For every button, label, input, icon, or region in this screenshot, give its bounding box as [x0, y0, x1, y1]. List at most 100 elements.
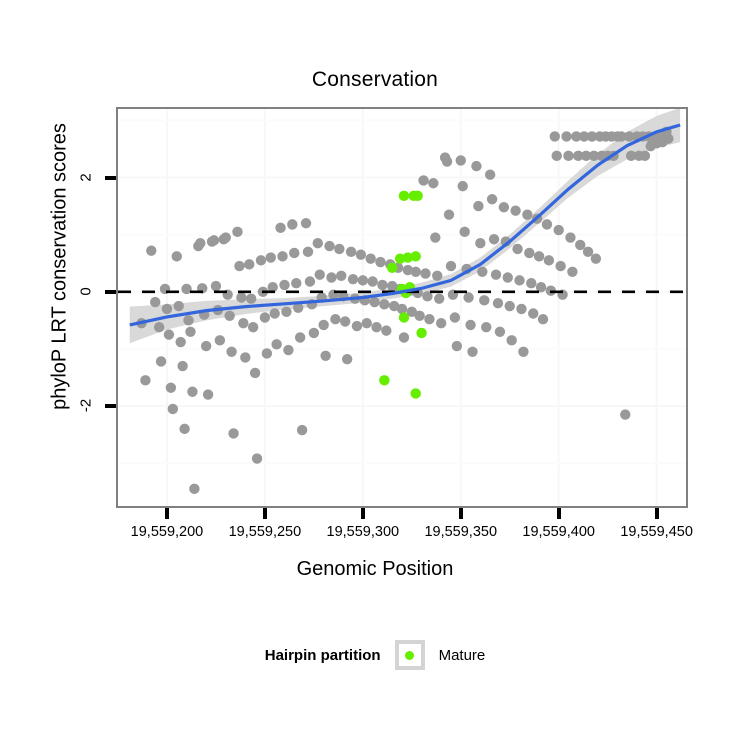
data-point-other [312, 238, 323, 249]
data-point-other [420, 268, 431, 279]
data-point-other [467, 346, 478, 357]
x-tick-mark [654, 508, 659, 519]
data-point-other [451, 340, 463, 352]
data-point-other [590, 253, 602, 264]
data-point-other [625, 150, 637, 162]
data-point-other [181, 283, 192, 295]
data-point-other [150, 296, 161, 308]
data-point-other [251, 453, 263, 464]
data-point-other [165, 382, 177, 393]
data-point-other [155, 356, 167, 367]
data-point-other [492, 298, 504, 309]
x-tick-label: 19,559,450 [620, 524, 693, 540]
data-point-other [418, 175, 429, 186]
data-point-other [245, 293, 257, 304]
plot-canvas [118, 109, 686, 506]
data-point-other [146, 245, 157, 256]
data-point-other [267, 282, 278, 293]
data-point-other [275, 222, 286, 234]
legend-label-mature: Mature [438, 646, 486, 664]
data-point-other [259, 312, 271, 323]
y-tick-label: -2 [77, 398, 95, 413]
data-point-other [371, 322, 382, 333]
data-point-other [516, 303, 527, 315]
data-point-other [318, 319, 329, 331]
legend: Hairpin partition Mature [0, 640, 750, 670]
data-point-other [291, 278, 302, 289]
data-point-other [488, 234, 500, 245]
data-point-other [435, 318, 447, 329]
data-point-other [578, 131, 590, 142]
data-point-mature [387, 262, 398, 273]
data-point-other [265, 252, 276, 263]
data-point-other [195, 238, 206, 249]
data-point-other [430, 232, 441, 243]
data-point-other [580, 150, 592, 162]
data-point-other [471, 160, 482, 172]
data-point-other [240, 352, 251, 363]
data-point-other [381, 325, 392, 336]
data-point-other [387, 280, 398, 292]
data-point-other [281, 306, 292, 317]
data-point-other [375, 256, 386, 268]
legend-marker-icon [405, 650, 415, 660]
data-point-other [308, 327, 320, 339]
data-point-other [555, 260, 566, 272]
data-point-other [187, 386, 198, 397]
data-point-other [477, 266, 488, 277]
data-point-other [220, 232, 231, 243]
data-point-other [490, 269, 502, 280]
data-point-other [494, 326, 506, 337]
data-point-other [549, 131, 560, 142]
y-axis-title: phyloP LRT conservation scores [48, 123, 71, 410]
data-point-other [355, 249, 367, 260]
data-point-other [347, 274, 359, 285]
data-point-other [202, 389, 214, 400]
data-point-other [526, 278, 537, 289]
data-point-other [512, 243, 523, 255]
data-point-other [183, 315, 194, 326]
data-point-other [179, 423, 190, 435]
data-point-mature [416, 327, 427, 339]
data-point-other [586, 131, 598, 142]
data-point-mature [398, 312, 410, 323]
data-point-other [236, 292, 247, 303]
data-point-other [406, 306, 417, 317]
data-point-other [506, 335, 517, 346]
data-point-other [208, 235, 220, 246]
x-tick-mark [164, 508, 169, 519]
data-point-other [175, 336, 186, 348]
data-point-other [238, 318, 249, 329]
page-title: Conservation [311, 68, 439, 91]
data-point-other [561, 131, 572, 142]
data-point-other [261, 348, 273, 359]
data-point-other [287, 219, 298, 230]
data-point-other [210, 280, 222, 292]
data-point-other [465, 319, 476, 331]
data-point-other [582, 246, 594, 258]
data-point-other [302, 246, 314, 258]
y-tick-label: 2 [77, 172, 95, 182]
data-point-other [324, 240, 335, 252]
y-tick-mark [105, 404, 116, 409]
x-tick-label: 19,559,300 [326, 524, 400, 540]
data-point-other [535, 282, 547, 293]
data-point-mature [412, 190, 423, 202]
data-point-mature [410, 388, 421, 399]
x-tick-label: 19,559,200 [130, 524, 204, 540]
data-point-other [414, 310, 425, 321]
data-point-other [398, 332, 410, 343]
x-tick-mark [556, 508, 561, 519]
data-point-other [255, 255, 267, 266]
data-point-other [624, 131, 635, 142]
data-point-other [279, 279, 290, 291]
data-point-other [345, 246, 357, 258]
data-point-other [140, 375, 151, 386]
data-point-other [177, 360, 188, 372]
data-point-other [463, 292, 474, 303]
legend-key-mature[interactable] [394, 640, 425, 670]
data-point-other [228, 428, 239, 439]
data-point-other [443, 209, 455, 220]
data-point-other [486, 194, 498, 205]
